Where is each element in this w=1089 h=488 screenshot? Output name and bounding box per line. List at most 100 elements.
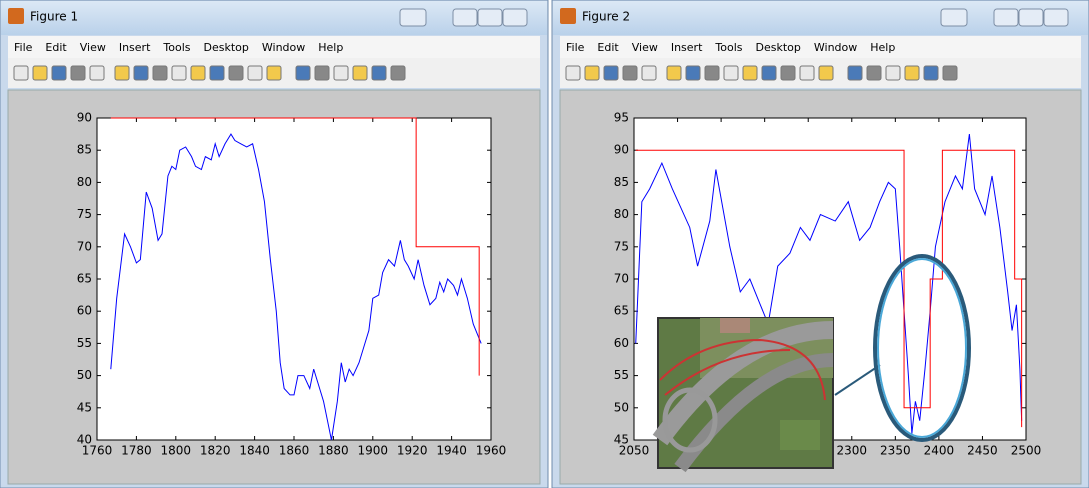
y-tick-label: 85 [614,175,629,189]
dock-button[interactable] [399,8,427,27]
toolbar-button[interactable] [314,65,330,81]
maximize-button[interactable] [1018,8,1044,27]
app-icon [8,8,24,24]
toolbar-button[interactable] [152,65,168,81]
toolbar-button[interactable] [603,65,619,81]
toolbar-button[interactable] [390,65,406,81]
y-tick-label: 60 [77,304,92,318]
data-line [635,134,1023,434]
menu-item[interactable]: View [632,41,658,54]
x-tick-label: 1780 [121,444,152,458]
x-tick-label: 1880 [318,444,349,458]
toolbar-button[interactable] [133,65,149,81]
menu-item[interactable]: Window [262,41,305,54]
toolbar-button[interactable] [266,65,282,81]
y-tick-label: 90 [77,111,92,125]
app-icon [560,8,576,24]
toolbar-button[interactable] [780,65,796,81]
toolbar-button[interactable] [51,65,67,81]
toolbar-button[interactable] [209,65,225,81]
toolbar-button[interactable] [847,65,863,81]
toolbar-button[interactable] [685,65,701,81]
menu-item[interactable]: Insert [119,41,151,54]
toolbar-button[interactable] [584,65,600,81]
toolbar-button[interactable] [666,65,682,81]
toolbar-button[interactable] [622,65,638,81]
maximize-button[interactable] [477,8,503,27]
toolbar-button[interactable] [799,65,815,81]
y-tick-label: 65 [77,272,92,286]
toolbar-button[interactable] [923,65,939,81]
toolbar-button[interactable] [371,65,387,81]
toolbar-button[interactable] [641,65,657,81]
y-tick-label: 70 [614,272,629,286]
menu-item[interactable]: File [566,41,585,54]
x-tick-label: 1820 [200,444,231,458]
menu-bar [560,36,1081,58]
x-tick-label: 1940 [436,444,467,458]
close-button[interactable] [1043,8,1069,27]
menu-item[interactable]: Insert [671,41,703,54]
toolbar-button[interactable] [247,65,263,81]
x-tick-label: 2500 [1011,444,1042,458]
toolbar-button[interactable] [228,65,244,81]
x-tick-label: 1860 [279,444,310,458]
toolbar-button[interactable] [114,65,130,81]
toolbar-button[interactable] [742,65,758,81]
data-line [110,133,482,441]
x-tick-label: 2400 [924,444,955,458]
data-line [635,149,1023,428]
toolbar-button[interactable] [761,65,777,81]
y-tick-label: 40 [77,433,92,447]
toolbar-button[interactable] [171,65,187,81]
menu-item[interactable]: Help [318,41,343,54]
toolbar-button[interactable] [295,65,311,81]
toolbar-button[interactable] [866,65,882,81]
menu-item[interactable]: View [80,41,106,54]
menu-item[interactable]: Desktop [204,41,249,54]
toolbar-button[interactable] [704,65,720,81]
x-tick-label: 2450 [967,444,998,458]
minimize-button[interactable] [993,8,1019,27]
window-title: Figure 2 [582,10,630,24]
x-tick-label: 1900 [358,444,389,458]
y-tick-label: 45 [614,433,629,447]
toolbar-button[interactable] [885,65,901,81]
toolbar-button[interactable] [723,65,739,81]
toolbar-button[interactable] [32,65,48,81]
y-tick-label: 75 [614,239,629,253]
menu-item[interactable]: Help [870,41,895,54]
menu-item[interactable]: Window [814,41,857,54]
toolbar-button[interactable] [13,65,29,81]
toolbar-button[interactable] [904,65,920,81]
menu-item[interactable]: Edit [597,41,619,54]
y-tick-label: 60 [614,336,629,350]
y-tick-label: 70 [77,239,92,253]
menu-item[interactable]: Desktop [756,41,801,54]
toolbar-button[interactable] [565,65,581,81]
menu-item[interactable]: File [14,41,33,54]
dock-button[interactable] [940,8,968,27]
x-tick-label: 1840 [239,444,270,458]
y-tick-label: 75 [77,207,92,221]
menu-item[interactable]: Tools [162,41,190,54]
toolbar-button[interactable] [190,65,206,81]
toolbar-button[interactable] [333,65,349,81]
y-tick-label: 80 [614,207,629,221]
toolbar-button[interactable] [818,65,834,81]
x-tick-label: 2050 [619,444,650,458]
toolbar-button[interactable] [942,65,958,81]
menu-item[interactable]: Tools [714,41,742,54]
callout-ellipse [873,254,971,442]
inset-image [652,317,834,473]
close-button[interactable] [502,8,528,27]
toolbar-button[interactable] [70,65,86,81]
minimize-button[interactable] [452,8,478,27]
toolbar-button[interactable] [352,65,368,81]
y-tick-label: 85 [77,143,92,157]
menu-item[interactable]: Edit [45,41,67,54]
toolbar-button[interactable] [89,65,105,81]
callout-ellipse-inner [877,258,967,438]
